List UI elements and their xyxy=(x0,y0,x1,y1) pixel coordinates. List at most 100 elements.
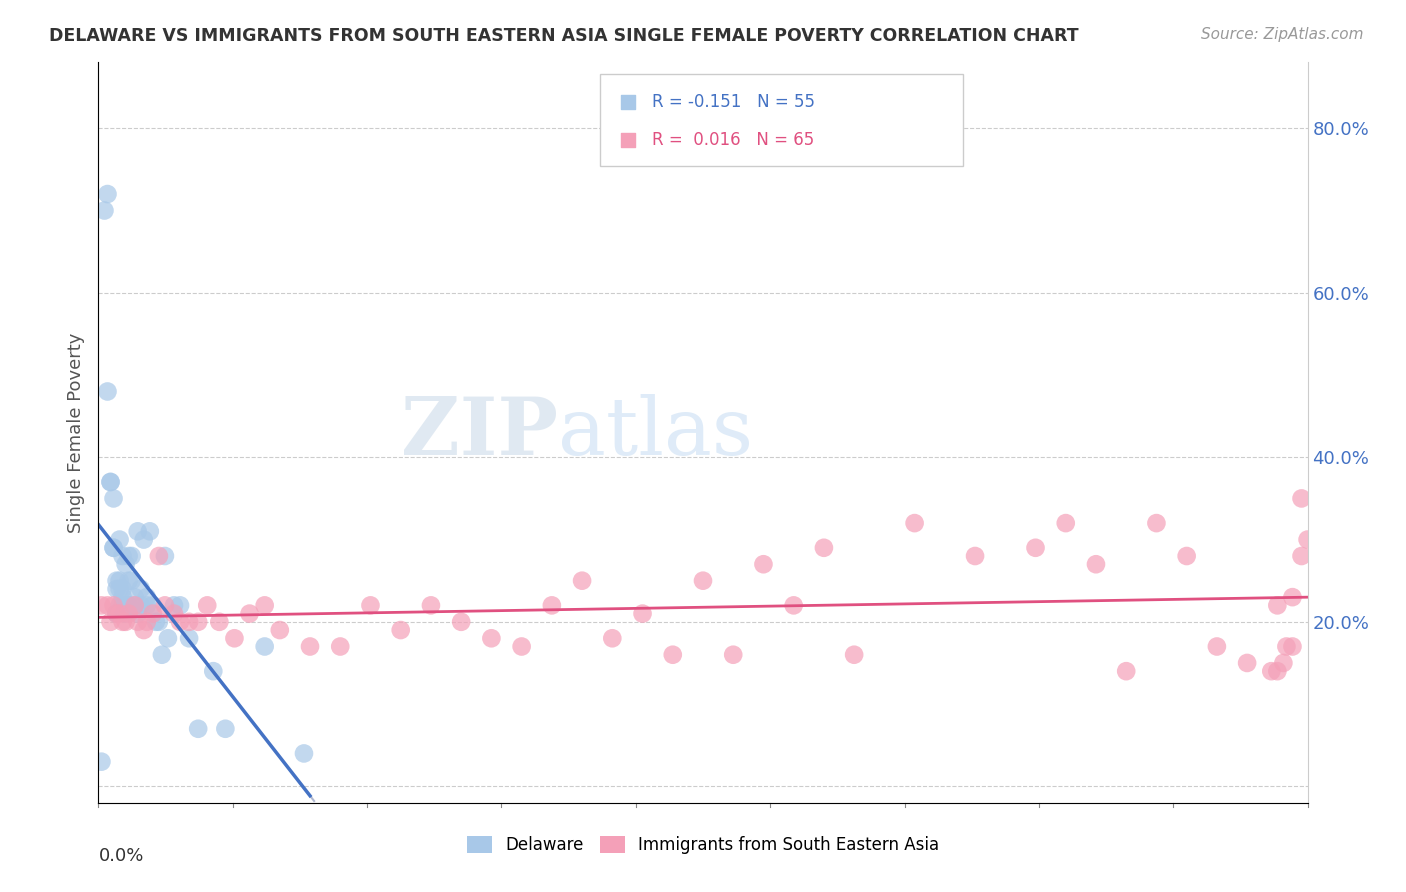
Point xyxy=(292,747,315,761)
Point xyxy=(114,599,136,613)
Y-axis label: Single Female Poverty: Single Female Poverty xyxy=(66,333,84,533)
Point xyxy=(100,615,122,629)
Point xyxy=(163,607,186,621)
Point xyxy=(118,599,141,613)
Point xyxy=(139,524,162,539)
Point xyxy=(214,722,236,736)
Point xyxy=(1206,640,1229,654)
Point xyxy=(118,607,141,621)
Point xyxy=(108,533,131,547)
Point xyxy=(844,648,866,662)
Point xyxy=(108,607,131,621)
Point xyxy=(127,615,149,629)
Point xyxy=(723,648,745,662)
Point xyxy=(96,599,118,613)
Point xyxy=(118,574,141,588)
Point xyxy=(111,590,134,604)
Point xyxy=(1272,656,1295,670)
Point xyxy=(148,549,170,563)
Point xyxy=(195,599,218,613)
Text: R = -0.151   N = 55: R = -0.151 N = 55 xyxy=(652,93,815,111)
Point xyxy=(1115,664,1137,678)
Point xyxy=(118,599,141,613)
Point xyxy=(1085,558,1108,572)
FancyBboxPatch shape xyxy=(600,73,963,166)
Point xyxy=(253,599,276,613)
Point xyxy=(299,640,322,654)
Point xyxy=(389,623,412,637)
Point xyxy=(111,549,134,563)
Point xyxy=(124,590,146,604)
Point xyxy=(253,640,276,654)
Point xyxy=(540,599,562,613)
Legend: Delaware, Immigrants from South Eastern Asia: Delaware, Immigrants from South Eastern … xyxy=(460,830,946,861)
Point xyxy=(1281,640,1303,654)
Point xyxy=(1236,656,1258,670)
Point xyxy=(179,615,201,629)
Point xyxy=(329,640,352,654)
Point xyxy=(135,615,157,629)
Text: DELAWARE VS IMMIGRANTS FROM SOUTH EASTERN ASIA SINGLE FEMALE POVERTY CORRELATION: DELAWARE VS IMMIGRANTS FROM SOUTH EASTER… xyxy=(49,27,1078,45)
Point xyxy=(1267,599,1289,613)
Point xyxy=(135,599,157,613)
Point xyxy=(239,607,262,621)
Point xyxy=(105,607,128,621)
Text: Source: ZipAtlas.com: Source: ZipAtlas.com xyxy=(1201,27,1364,42)
Point xyxy=(108,574,131,588)
Point xyxy=(1054,516,1077,530)
Point xyxy=(108,582,131,596)
Point xyxy=(124,599,146,613)
Point xyxy=(269,623,291,637)
Point xyxy=(1296,533,1319,547)
Point xyxy=(132,623,155,637)
Point xyxy=(145,615,167,629)
Point xyxy=(187,615,209,629)
Point xyxy=(179,632,201,646)
Point xyxy=(1291,549,1313,563)
Point xyxy=(103,541,125,555)
Point xyxy=(148,615,170,629)
Point xyxy=(904,516,927,530)
Point xyxy=(111,615,134,629)
Point xyxy=(202,664,225,678)
Point xyxy=(1291,491,1313,506)
Point xyxy=(121,574,143,588)
Point xyxy=(1281,590,1303,604)
Point xyxy=(965,549,987,563)
Point xyxy=(132,533,155,547)
Point xyxy=(661,648,683,662)
Point xyxy=(96,384,118,399)
Point xyxy=(111,582,134,596)
Point xyxy=(1275,640,1298,654)
Point xyxy=(96,187,118,202)
Point xyxy=(114,607,136,621)
Point xyxy=(142,599,165,613)
Text: ZIP: ZIP xyxy=(401,393,558,472)
Point xyxy=(105,582,128,596)
Point xyxy=(111,599,134,613)
Text: R =  0.016   N = 65: R = 0.016 N = 65 xyxy=(652,131,814,149)
Point xyxy=(1260,664,1282,678)
Point xyxy=(127,524,149,539)
Point xyxy=(114,615,136,629)
Point xyxy=(135,590,157,604)
Point xyxy=(752,558,775,572)
Point xyxy=(103,599,125,613)
Point xyxy=(100,475,122,489)
Point xyxy=(224,632,246,646)
Point xyxy=(602,632,624,646)
Point xyxy=(420,599,443,613)
Point xyxy=(129,599,152,613)
Point xyxy=(90,599,112,613)
Point xyxy=(114,599,136,613)
Point xyxy=(208,615,231,629)
Point xyxy=(103,491,125,506)
Point xyxy=(105,607,128,621)
Point xyxy=(100,475,122,489)
Point xyxy=(150,648,173,662)
Point xyxy=(105,574,128,588)
Point xyxy=(90,755,112,769)
Point xyxy=(631,607,654,621)
Point xyxy=(1175,549,1198,563)
Point xyxy=(103,541,125,555)
